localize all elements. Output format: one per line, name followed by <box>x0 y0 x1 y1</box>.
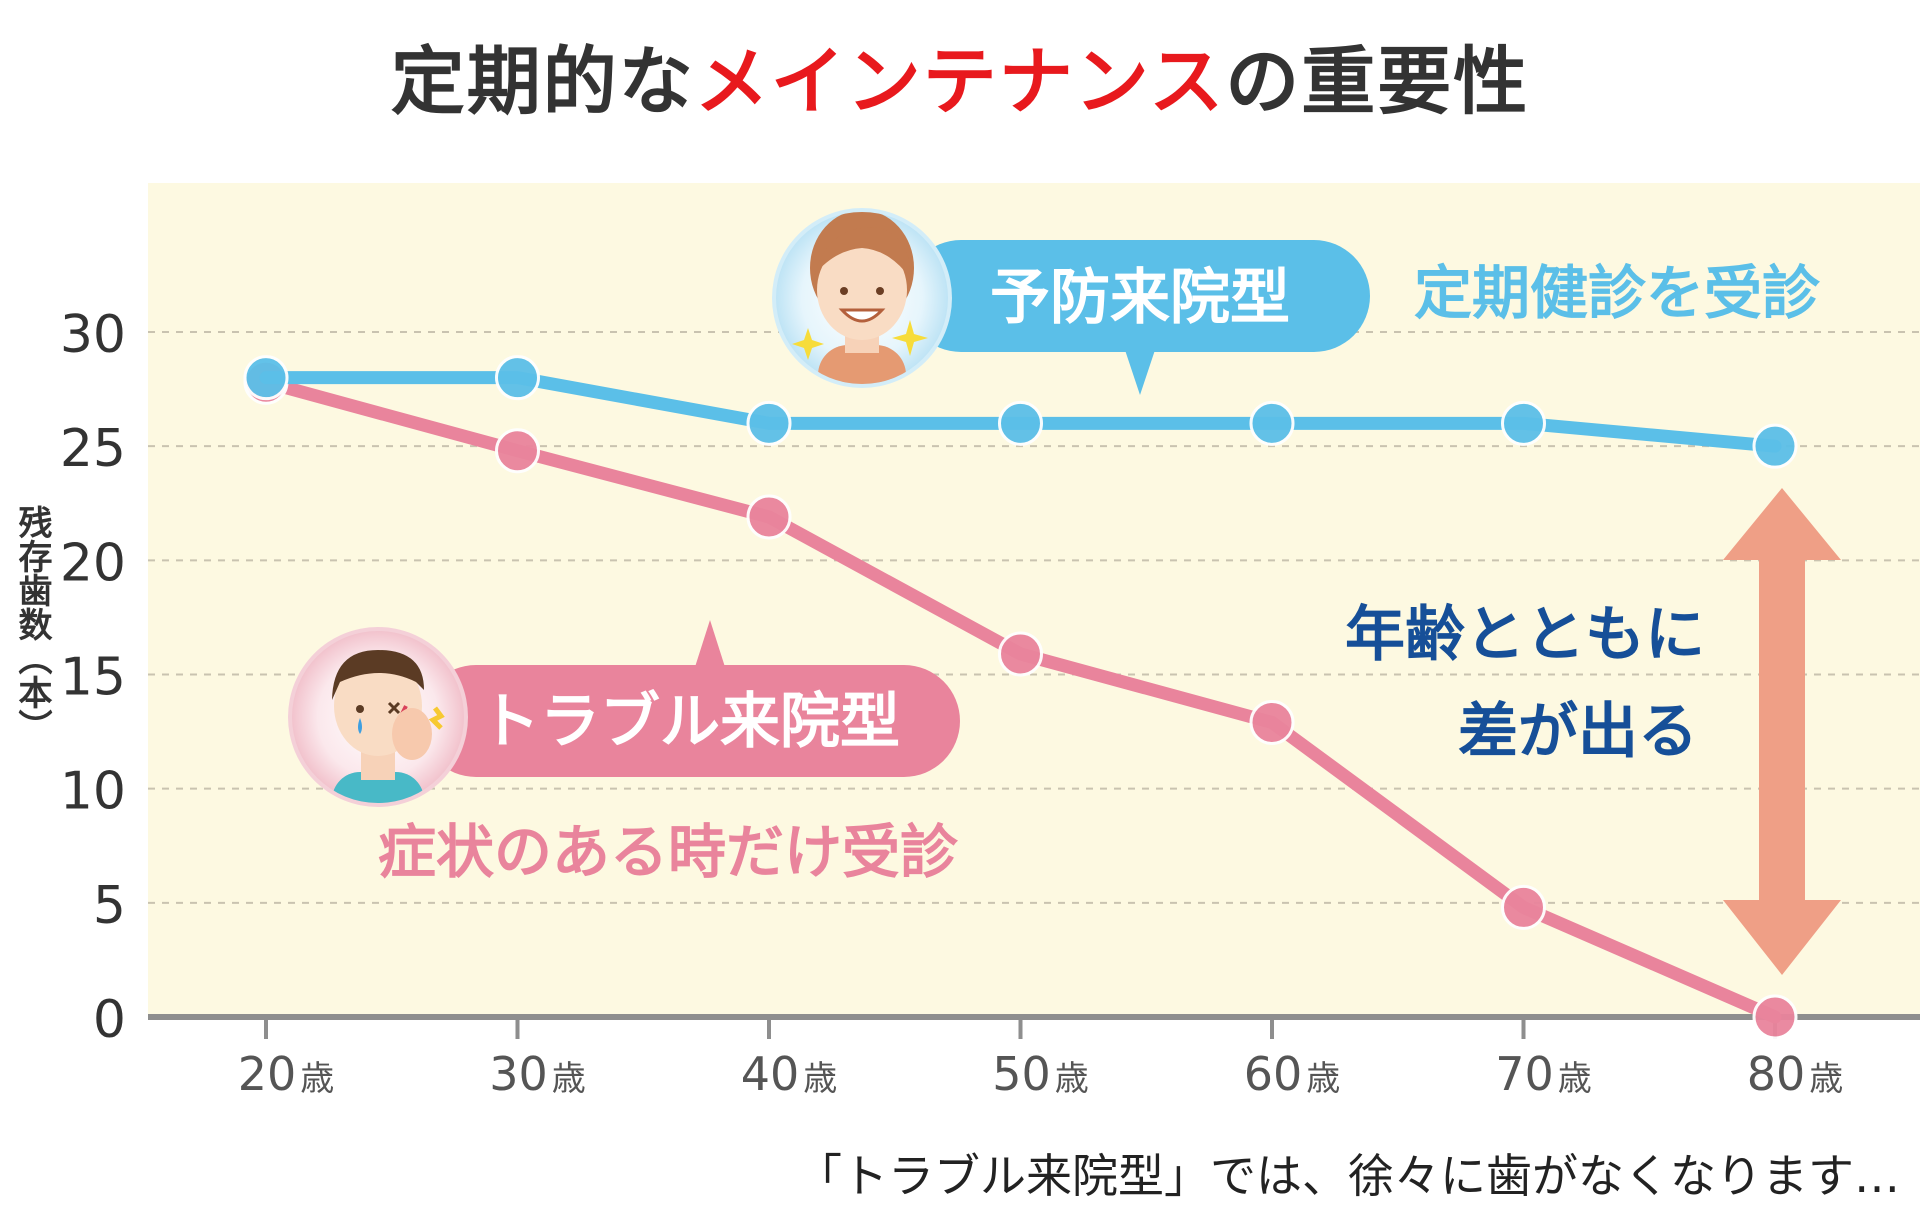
toothache-man-icon <box>332 650 432 803</box>
trouble-note: 症状のある時だけ受診 <box>378 818 959 886</box>
x-axis: 20 歳 30 歳 40 歳 50 歳 60 歳 70 歳 80 歳 <box>148 1014 1920 1101</box>
x-tick-value: 50 <box>992 1047 1051 1101</box>
x-tick-label: 70 歳 <box>1495 1047 1592 1101</box>
series-preventive <box>243 355 1798 469</box>
data-point <box>495 355 540 401</box>
x-tick-value: 30 <box>489 1047 548 1101</box>
data-point <box>1752 994 1798 1040</box>
title-part1: 定期的な <box>390 39 695 125</box>
y-tick-label: 25 <box>60 419 126 479</box>
data-point <box>243 355 289 401</box>
trouble-callout <box>288 620 960 807</box>
x-tick-value: 20 <box>238 1047 297 1101</box>
y-tick-label: 10 <box>60 762 126 822</box>
x-tick-label: 20 歳 <box>238 1047 335 1101</box>
x-tick-label: 30 歳 <box>489 1047 586 1101</box>
data-point <box>1752 423 1798 469</box>
y-tick-label: 15 <box>60 648 126 708</box>
series-layer <box>243 355 1798 1040</box>
data-point <box>998 400 1043 446</box>
x-tick-value: 40 <box>741 1047 800 1101</box>
y-tick-label: 30 <box>60 305 126 365</box>
x-tick-suffix: 歳 <box>1809 1059 1843 1099</box>
x-tick-suffix: 歳 <box>1558 1059 1592 1099</box>
x-tick-value: 70 <box>1495 1047 1554 1101</box>
trouble-label: トラブル来院型 <box>480 687 900 757</box>
data-point <box>1249 400 1295 446</box>
x-tick-suffix: 歳 <box>803 1059 837 1099</box>
title-part2: の重要性 <box>1225 39 1530 125</box>
data-point <box>1249 699 1295 745</box>
gap-arrow <box>1723 488 1841 975</box>
data-point <box>1501 400 1546 446</box>
y-tick-label: 0 <box>93 990 126 1050</box>
smiling-woman-icon <box>810 212 914 384</box>
x-tick-value: 60 <box>1244 1047 1303 1101</box>
preventive-label: 予防来院型 <box>990 263 1290 333</box>
x-tick-suffix: 歳 <box>300 1059 334 1099</box>
caption: 「トラブル来院型」では、徐々に歯がなくなります… <box>796 1149 1900 1203</box>
gap-text-line2: 差が出る <box>1458 697 1698 767</box>
x-tick-label: 50 歳 <box>992 1047 1089 1101</box>
data-point <box>746 400 792 446</box>
data-point <box>746 494 792 540</box>
preventive-note: 定期健診を受診 <box>1414 259 1821 327</box>
page-title: 定期的なメインテナンスの重要性 <box>0 22 1920 129</box>
y-tick-label: 20 <box>60 533 126 593</box>
x-tick-label: 60 歳 <box>1244 1047 1341 1101</box>
data-point <box>495 428 540 474</box>
x-tick-value: 80 <box>1747 1047 1806 1101</box>
x-tick-label: 40 歳 <box>741 1047 838 1101</box>
gap-text-line1: 年齢とともに <box>1345 600 1705 670</box>
y-tick-label: 5 <box>93 876 126 936</box>
preventive-callout <box>772 208 1370 395</box>
y-axis-label: 残存歯数（本） <box>12 505 52 743</box>
data-point <box>998 631 1043 677</box>
x-tick-suffix: 歳 <box>1306 1059 1340 1099</box>
y-axis-ticks: 0 5 10 15 20 25 30 <box>60 305 126 1050</box>
title-highlight: メインテナンス <box>694 39 1226 125</box>
x-tick-suffix: 歳 <box>552 1059 586 1099</box>
data-point <box>1501 884 1546 930</box>
x-tick-label: 80 歳 <box>1747 1047 1844 1101</box>
x-tick-suffix: 歳 <box>1055 1059 1089 1099</box>
